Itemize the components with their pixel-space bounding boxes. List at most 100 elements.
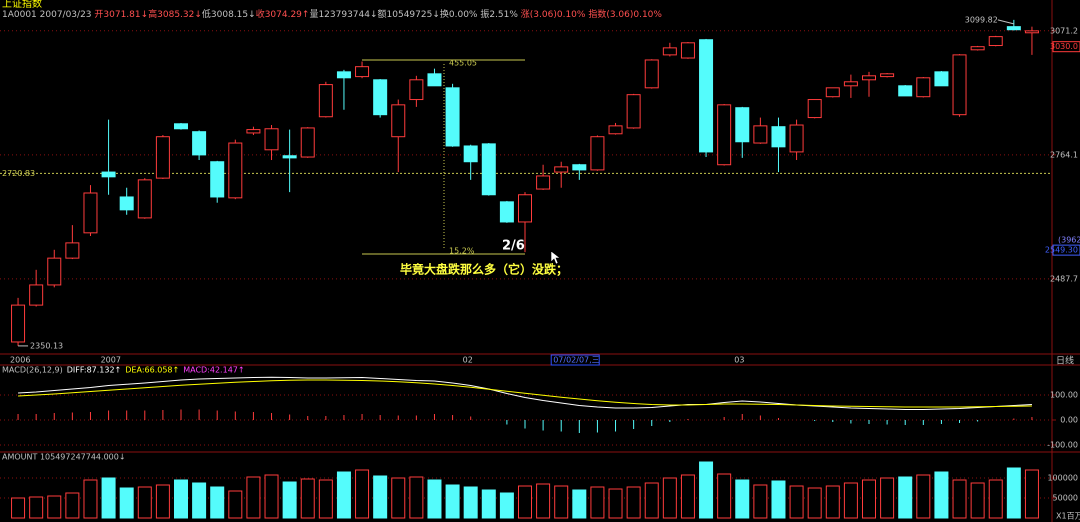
quote-field: 额10549725↓ [378, 8, 440, 20]
amount-bar [898, 476, 913, 519]
x-tick-label: 07/02/07,三 [553, 356, 599, 365]
extreme-pointer [997, 19, 1014, 25]
candle-body [862, 75, 876, 81]
amount-bar [282, 481, 297, 519]
candle-body [699, 39, 714, 153]
candle-body [1006, 26, 1021, 31]
quote-field: 涨(3.06)0.10% [521, 9, 589, 20]
quote-field: 开3071.81↓ [94, 9, 148, 20]
cursor-date-box [550, 354, 600, 366]
candle-body [626, 94, 641, 129]
candle-body [680, 42, 695, 59]
amount-bar [699, 461, 714, 519]
amount-bar [590, 486, 605, 519]
amount-bar [862, 479, 876, 519]
amount-bar [192, 482, 207, 519]
amount-bar [373, 475, 388, 519]
amount-bar [155, 484, 170, 519]
amount-bar [101, 477, 116, 519]
y-tick-label: 3071.2 [1050, 26, 1078, 35]
index-name: 上证指数 [2, 0, 42, 10]
amount-bar [934, 471, 949, 519]
quote-field: 收3074.29↑ [256, 8, 310, 20]
amount-bar [47, 495, 62, 519]
panel-title: AMOUNT 105497247744.000↓ [2, 453, 126, 462]
candle-body [246, 129, 261, 134]
candle-body [318, 84, 333, 118]
y-tick-label: 100000 [1047, 474, 1078, 483]
candle-body [662, 47, 677, 56]
candle-body [771, 126, 786, 148]
price-marker-label: 2549.30 [1045, 246, 1078, 255]
y-tick-label: 50000 [1053, 494, 1078, 503]
candle-body [970, 46, 985, 51]
amount-bar [680, 474, 695, 519]
amount-bar [65, 492, 80, 519]
amount-bar [318, 479, 333, 519]
candle-body [282, 155, 297, 159]
macd-line [18, 376, 1032, 410]
amount-bar [644, 482, 659, 519]
amount-bar [536, 483, 551, 519]
candle-body [391, 104, 406, 138]
measure-label: 455.05 [449, 59, 477, 68]
amount-bar [355, 469, 370, 519]
amount-bar [210, 486, 225, 519]
measure-label: 15.2% [449, 247, 475, 256]
candle-body [83, 192, 98, 234]
amount-bar [1024, 469, 1039, 519]
quote-field: 指数(3.06)0.10% [588, 8, 662, 20]
x-tick-label: 2007 [101, 356, 121, 365]
amount-bar [518, 485, 532, 519]
period-label: 日线 [1056, 355, 1074, 367]
amount-bar [1006, 467, 1021, 519]
reference-label: 2720.83 [2, 169, 35, 178]
legend-label: DEA:66.058↑ [125, 366, 179, 375]
candle-body [101, 171, 116, 178]
legend-label: MACD:42.147↑ [183, 366, 244, 375]
candle-body [843, 81, 858, 87]
amount-bar [807, 487, 822, 519]
candle-body [608, 125, 623, 135]
candle-body [898, 85, 913, 97]
quote-field: 振2.51% [480, 8, 520, 20]
amount-bar [843, 482, 858, 519]
amount-bar [771, 480, 786, 519]
amount-bar [499, 492, 514, 519]
price-marker-box [1052, 244, 1080, 256]
amount-bar [336, 471, 351, 519]
amount-bar [228, 490, 243, 519]
amount-bar [554, 485, 569, 519]
candle-body [174, 123, 188, 130]
amount-bar [174, 479, 188, 519]
candle-body [65, 242, 80, 259]
candle-body [228, 142, 243, 199]
candle-body [554, 166, 569, 173]
marker-note: (3962) [1058, 236, 1080, 245]
amount-bar [952, 479, 967, 519]
amount-bar [246, 476, 261, 519]
unit-label: X1百万 [1056, 512, 1080, 521]
amount-bar [626, 486, 641, 519]
high-label: 3099.82 [965, 15, 998, 24]
candle-body [880, 73, 895, 78]
candle-body [825, 87, 840, 98]
y-tick-label: 2764.1 [1050, 150, 1078, 159]
candle-body [988, 36, 1003, 47]
amount-bar [463, 486, 478, 519]
candle-body [463, 145, 478, 163]
amount-bar [988, 479, 1003, 519]
candle-body [29, 284, 44, 306]
candle-body [481, 143, 496, 196]
amount-bar [916, 474, 931, 519]
candle-body [807, 99, 822, 119]
amount-bar [445, 484, 460, 519]
mouse-cursor [550, 250, 561, 265]
price-marker-label: 3030.0 [1050, 42, 1078, 51]
candle-body [536, 175, 551, 190]
candle-body [644, 59, 659, 89]
candle-body [934, 71, 949, 87]
amount-bar [427, 479, 442, 519]
amount-bar [11, 497, 26, 519]
